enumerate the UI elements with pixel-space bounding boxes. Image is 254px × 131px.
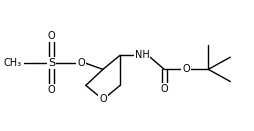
Text: O: O bbox=[160, 84, 167, 94]
Text: S: S bbox=[48, 58, 55, 68]
Text: O: O bbox=[99, 94, 106, 105]
Text: O: O bbox=[77, 58, 84, 68]
Text: O: O bbox=[182, 64, 189, 74]
Text: NH: NH bbox=[134, 50, 149, 60]
Text: O: O bbox=[47, 85, 55, 95]
Text: O: O bbox=[47, 31, 55, 41]
Text: CH₃: CH₃ bbox=[4, 58, 22, 68]
